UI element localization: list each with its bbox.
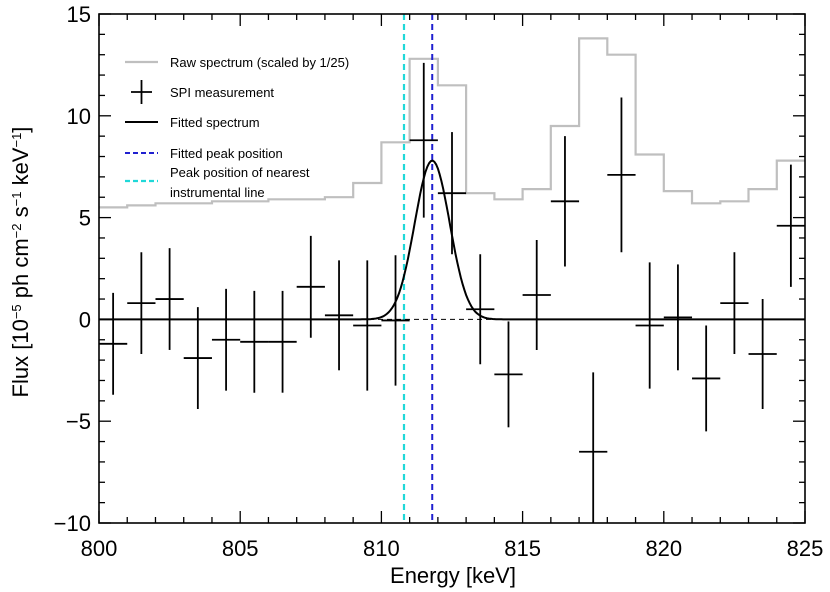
measurement-point: [211, 288, 241, 391]
measurement-point: [720, 252, 749, 355]
legend-entry: SPI measurement: [131, 80, 274, 104]
legend-label: Fitted spectrum: [170, 115, 260, 130]
measurement-point: [748, 299, 777, 409]
measurement-point: [409, 62, 438, 218]
measurement-point: [183, 307, 212, 409]
measurement-point: [353, 260, 382, 391]
measurement-point: [437, 132, 467, 255]
legend-label-line2: instrumental line: [170, 185, 265, 200]
measurement-point: [99, 292, 128, 395]
plot-clip-group: [99, 14, 805, 523]
measurement-point: [296, 235, 325, 338]
legend-label: Raw spectrum (scaled by 1/25): [170, 55, 349, 70]
legend-entry: Raw spectrum (scaled by 1/25): [125, 55, 349, 70]
measurement-point: [324, 260, 354, 371]
plot-area: [99, 14, 805, 523]
measurement-point: [692, 325, 721, 432]
legend-label: Fitted peak position: [170, 146, 283, 161]
legend-label: Peak position of nearest: [170, 165, 310, 180]
measurement-point: [494, 321, 523, 428]
measurement-point: [381, 255, 410, 386]
x-axis-title: Energy [keV]: [390, 563, 516, 588]
y-tick-label: −10: [54, 511, 91, 536]
x-tick-label: 815: [504, 536, 541, 561]
measurement-point: [466, 254, 495, 365]
measurement-point: [268, 290, 297, 393]
legend-label: SPI measurement: [170, 85, 274, 100]
axes: 800 805 810 815 820 825 −10 −5 0 5 10 15: [54, 2, 824, 561]
y-axis-title: Flux [10−5 ph cm−2 s−1 keV−1]: [8, 127, 33, 398]
y-tick-label: 5: [79, 206, 91, 231]
measurement-point: [127, 252, 156, 355]
legend: Raw spectrum (scaled by 1/25) SPI measure…: [125, 55, 349, 200]
legend-entry: Fitted spectrum: [125, 115, 260, 130]
measurement-point: [522, 239, 551, 350]
x-tick-label: 800: [81, 536, 118, 561]
y-tick-label: −5: [66, 409, 91, 434]
legend-entry: Peak position of nearest instrumental lin…: [125, 165, 310, 200]
y-tick-label: 15: [67, 2, 91, 27]
plot-frame: [98, 13, 806, 524]
x-tick-label: 805: [222, 536, 259, 561]
x-tick-label: 825: [787, 536, 824, 561]
measurement-point: [607, 97, 636, 253]
measurement-point: [550, 136, 580, 267]
x-tick-label: 820: [645, 536, 682, 561]
measurement-point: [240, 290, 269, 393]
x-tick-label: 810: [363, 536, 400, 561]
legend-entry: Fitted peak position: [125, 146, 283, 161]
measurement-point: [635, 262, 664, 389]
measurement-point: [579, 372, 608, 523]
measurement-point: [663, 264, 693, 371]
y-tick-label: 10: [67, 104, 91, 129]
y-tick-label: 0: [79, 307, 91, 332]
measurement-point: [155, 248, 184, 350]
measurement-point: [776, 164, 805, 287]
